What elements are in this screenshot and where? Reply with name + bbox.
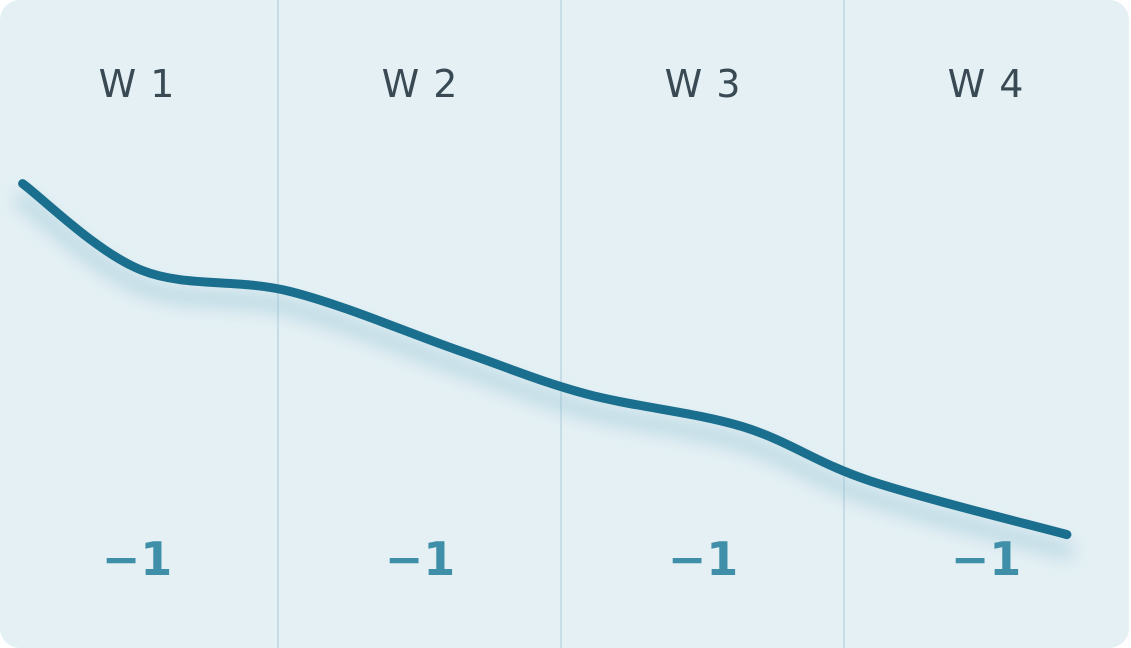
week-delta-2: −1 bbox=[384, 532, 456, 586]
week-label-1: W 1 bbox=[98, 62, 176, 106]
week-delta-3: −1 bbox=[667, 532, 739, 586]
week-label-3: W 3 bbox=[664, 62, 742, 106]
trend-line bbox=[18, 179, 1072, 540]
trend-line-shadow bbox=[15, 192, 1074, 558]
week-divider-3 bbox=[843, 0, 845, 648]
week-label-2: W 2 bbox=[381, 62, 459, 106]
week-delta-1: −1 bbox=[101, 532, 173, 586]
week-divider-1 bbox=[277, 0, 279, 648]
week-divider-2 bbox=[560, 0, 562, 648]
week-label-4: W 4 bbox=[947, 62, 1025, 106]
week-delta-4: −1 bbox=[950, 532, 1022, 586]
